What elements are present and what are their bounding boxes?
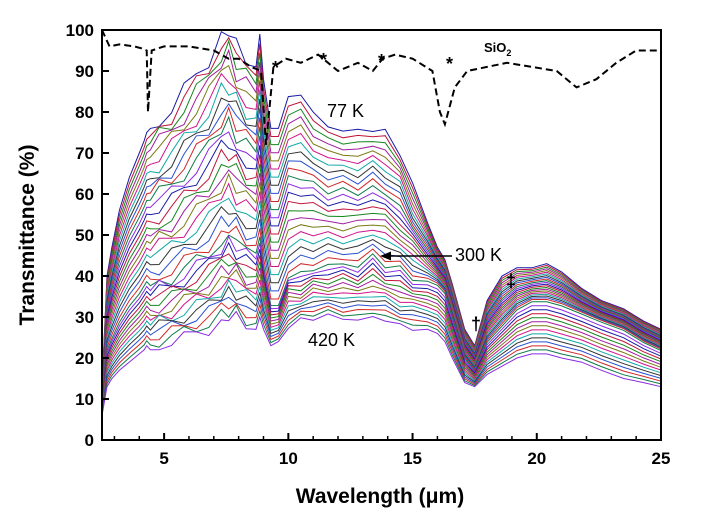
y-tick-label: 80 [75,103,94,122]
double-dagger-marker: ‡ [506,271,516,291]
y-tick-label: 20 [75,349,94,368]
y-tick-label: 0 [85,431,94,450]
x-tick-label: 5 [159,449,168,468]
temperature-curve [101,296,662,413]
temperature-curve [101,106,662,394]
y-tick-label: 10 [75,390,94,409]
curve-group [101,30,662,416]
annotation-300k: 300 K [455,245,502,265]
temperature-curve [101,302,662,414]
temperature-curve [101,97,662,393]
sio2-label-main: SiO [484,40,506,55]
temperature-curve [101,172,662,399]
star-marker-2: * [320,50,327,70]
temperature-curve [101,279,662,411]
x-axis: 5 10 15 20 25 [113,433,671,468]
y-tick-label: 50 [75,226,94,245]
temperature-curve [101,258,662,408]
temperature-curve [101,277,662,410]
temperature-curve [101,103,662,393]
temperature-curve [101,115,662,395]
temperature-curve [101,253,662,407]
dagger-marker: † [471,314,481,334]
y-tick-label: 70 [75,144,94,163]
temperature-curve [101,148,662,397]
temperature-curve [101,206,662,402]
sio2-label: SiO2 [484,40,511,58]
temperature-curve [101,36,662,388]
star-marker-1: * [272,58,279,78]
temperature-curve [101,285,662,412]
temperature-curve [101,48,662,390]
y-tick-label: 90 [75,62,94,81]
star-marker-3: * [378,51,385,71]
temperature-curve [101,162,662,398]
temperature-curve [101,72,662,391]
y-tick-label: 100 [66,21,94,40]
temperature-curve [101,310,662,416]
temperature-curve [101,215,662,402]
y-axis: 0 10 20 30 40 50 60 70 80 90 100 [66,21,109,450]
arrow-300k [380,251,452,261]
annotation-77k: 77 K [327,101,364,121]
temperature-curve [101,241,662,406]
temperature-curve [101,131,662,396]
temperature-curve [101,139,662,396]
x-tick-label: 20 [527,449,546,468]
x-tick-label: 15 [403,449,422,468]
temperature-curve [101,234,662,404]
y-tick-label: 30 [75,308,94,327]
sio2-label-sub: 2 [506,48,511,58]
sio2-reference-line [101,29,661,145]
temperature-curve [101,269,662,409]
temperature-curve [101,81,662,392]
x-tick-label: 25 [652,449,671,468]
temperature-curve [101,169,662,399]
temperature-curve [101,64,662,390]
temperature-curve [101,262,662,409]
star-marker-4: * [446,54,453,74]
y-tick-label: 60 [75,185,94,204]
temperature-curve [101,39,662,389]
y-axis-title: Transmittance (%) [16,145,39,326]
temperature-curve [101,197,662,401]
annotation-420k: 420 K [308,330,355,350]
y-tick-label: 40 [75,267,94,286]
temperature-curve [101,225,662,403]
temperature-curve [101,30,662,387]
temperature-curve [101,235,662,405]
temperature-curve [101,182,662,400]
x-axis-title: Wavelength (μm) [296,485,464,508]
temperature-curve [101,304,662,415]
x-tick-label: 10 [279,449,298,468]
